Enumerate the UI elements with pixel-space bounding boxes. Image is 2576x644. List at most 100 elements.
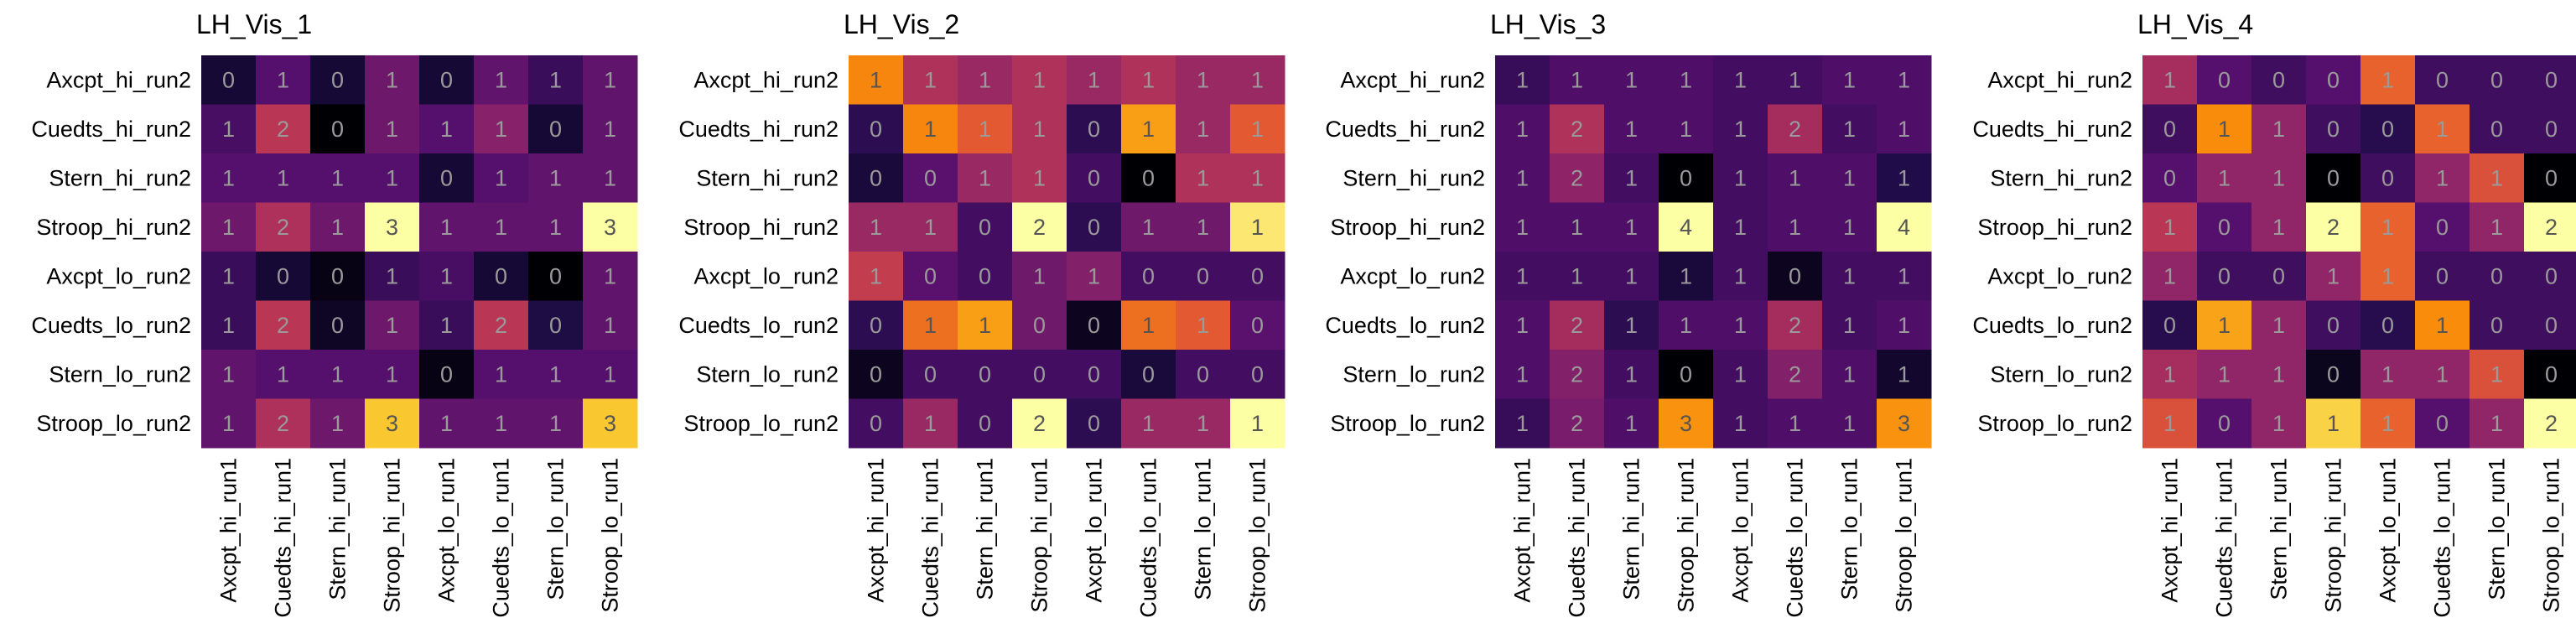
cell-label: 1 xyxy=(2436,313,2449,338)
cell-label: 1 xyxy=(1197,411,1209,436)
heatmap-cell xyxy=(1176,153,1231,203)
cell-label: 1 xyxy=(1843,215,1856,240)
heatmap-cell xyxy=(1176,398,1231,449)
heatmap-cell xyxy=(2360,350,2416,399)
cell-label: 1 xyxy=(495,67,507,92)
heatmap-cell xyxy=(2524,153,2576,203)
heatmap-cell xyxy=(958,252,1013,301)
cell-label: 2 xyxy=(1789,313,1801,338)
y-tick-label: Stern_hi_run2 xyxy=(696,165,839,190)
heatmap-cell xyxy=(1877,202,1932,252)
cell-label: 0 xyxy=(549,313,562,338)
heatmap-cell xyxy=(2251,104,2307,154)
heatmap-cell xyxy=(365,398,420,449)
x-tick-label: Stern_lo_run1 xyxy=(2485,458,2510,600)
heatmap-cell xyxy=(1012,104,1067,154)
cell-label: 1 xyxy=(1625,67,1638,92)
heatmap-panel-2: LH_Vis_2 1 1 1 1 1 1 1 1 0 1 1 1 0 1 1 1 0 0 1 1 0 0 1 1 1 1 0 2 0 1 1 1… xyxy=(678,9,1285,618)
cell-label: 1 xyxy=(1142,117,1155,142)
heatmap-cell xyxy=(419,350,475,399)
y-tick-label: Stroop_hi_run2 xyxy=(36,215,191,240)
cell-label: 1 xyxy=(1680,67,1692,92)
heatmap-cell xyxy=(1012,300,1067,351)
cell-label: 1 xyxy=(1625,215,1638,240)
cell-label: 1 xyxy=(2272,313,2285,338)
heatmap-cell xyxy=(1230,350,1285,399)
cell-label: 2 xyxy=(2545,215,2558,240)
y-tick-label: Cuedts_lo_run2 xyxy=(31,313,191,338)
cell-label: 0 xyxy=(2381,313,2394,338)
heatmap-cell xyxy=(1877,252,1932,301)
heatmap-cell xyxy=(1659,398,1714,449)
heatmap-cell xyxy=(2251,55,2307,105)
heatmap-cell xyxy=(2142,300,2198,351)
y-tick-label: Stroop_hi_run2 xyxy=(1330,215,1485,240)
cell-label: 1 xyxy=(2436,165,2449,190)
x-tick-label: Axcpt_hi_run1 xyxy=(2158,458,2183,603)
heatmap-cell xyxy=(1176,300,1231,351)
cell-label: 0 xyxy=(870,165,882,190)
heatmap-cell xyxy=(2524,104,2576,154)
cell-label: 0 xyxy=(1251,361,1264,387)
cell-label: 4 xyxy=(1680,215,1692,240)
y-tick-label: Stern_lo_run2 xyxy=(696,361,839,387)
cell-label: 1 xyxy=(386,361,398,387)
heatmap-panel-1: LH_Vis_1 0 1 0 1 0 1 1 1 1 2 0 1 1 1 0 1 1 1 1 1 0 1 1 1 1 2 1 3 1 1 1 3… xyxy=(31,9,638,618)
heatmap-cell xyxy=(2470,202,2525,252)
heatmap-cell xyxy=(310,202,366,252)
cell-label: 1 xyxy=(495,411,507,436)
heatmap-cell xyxy=(419,252,475,301)
y-tick-label: Axcpt_lo_run2 xyxy=(1340,263,1485,288)
cell-label: 0 xyxy=(2272,67,2285,92)
heatmap-cell xyxy=(2251,252,2307,301)
cell-label: 1 xyxy=(1197,117,1209,142)
cell-label: 1 xyxy=(222,411,235,436)
x-tick-label: Cuedts_lo_run1 xyxy=(2430,458,2455,618)
cell-label: 1 xyxy=(2381,67,2394,92)
heatmap-cell xyxy=(2524,300,2576,351)
cell-label: 0 xyxy=(2545,313,2558,338)
x-tick-label: Stroop_hi_run1 xyxy=(1674,458,1699,613)
cell-label: 1 xyxy=(331,215,344,240)
heatmap-cell xyxy=(528,350,584,399)
cell-label: 1 xyxy=(2327,411,2340,436)
heatmap-cell xyxy=(474,350,529,399)
y-tick-label: Stern_lo_run2 xyxy=(1990,361,2132,387)
cell-label: 2 xyxy=(1789,117,1801,142)
heatmap-cell xyxy=(1230,398,1285,449)
cell-label: 1 xyxy=(549,361,562,387)
heatmap-cell xyxy=(1495,153,1550,203)
cell-label: 1 xyxy=(440,313,453,338)
heatmap-cell xyxy=(583,252,638,301)
heatmap-cell xyxy=(1550,398,1605,449)
heatmap-cell xyxy=(1604,104,1659,154)
heatmap-cell xyxy=(1550,350,1605,399)
heatmap-cell xyxy=(583,398,638,449)
cell-label: 1 xyxy=(1843,165,1856,190)
cell-label: 0 xyxy=(870,313,882,338)
x-tick-label: Stroop_hi_run1 xyxy=(1027,458,1052,613)
heatmap-cell xyxy=(528,300,584,351)
cell-label: 1 xyxy=(331,411,344,436)
heatmap-cell xyxy=(2142,252,2198,301)
cell-label: 1 xyxy=(1142,215,1155,240)
heatmap-cell xyxy=(2251,350,2307,399)
heatmap-cell xyxy=(903,398,958,449)
cell-label: 0 xyxy=(2163,165,2176,190)
cell-label: 1 xyxy=(222,117,235,142)
cell-label: 1 xyxy=(979,67,991,92)
heatmap-cell xyxy=(1495,300,1550,351)
heatmap-cell xyxy=(310,350,366,399)
cell-label: 1 xyxy=(1843,67,1856,92)
heatmap-cell xyxy=(1659,55,1714,105)
heatmap-cell xyxy=(1176,202,1231,252)
cell-label: 1 xyxy=(979,165,991,190)
heatmap-cell xyxy=(1604,153,1659,203)
heatmap-cell xyxy=(1713,398,1768,449)
cell-label: 3 xyxy=(386,215,398,240)
heatmap-cell xyxy=(1822,202,1877,252)
cell-label: 1 xyxy=(1516,165,1529,190)
heatmap-cell xyxy=(201,202,257,252)
cell-label: 2 xyxy=(1571,411,1583,436)
x-tick-label: Stern_hi_run1 xyxy=(2267,458,2292,600)
